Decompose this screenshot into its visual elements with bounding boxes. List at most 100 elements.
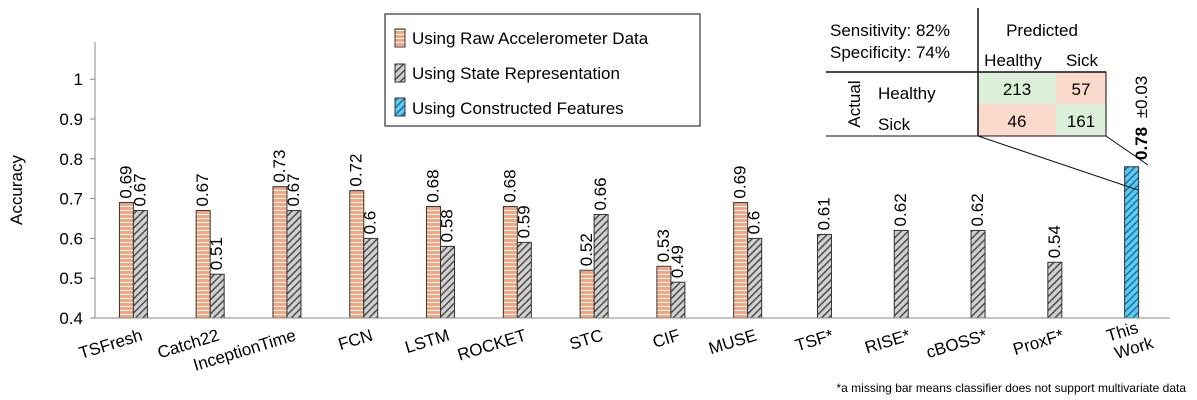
- legend-label-constructed: Using Constructed Features: [412, 99, 624, 118]
- data-label-state: 0.6: [745, 211, 764, 235]
- data-label-raw: 0.68: [500, 169, 519, 202]
- data-label-state: 0.66: [591, 177, 610, 210]
- data-label-raw: 0.67: [193, 173, 212, 206]
- category-label-group: CIF: [650, 326, 682, 352]
- cm-value-tp: 213: [1003, 80, 1031, 99]
- data-label-state: 0.62: [968, 193, 987, 226]
- x-tick-label: TSF*: [793, 326, 836, 356]
- category-label-group: LSTM: [403, 326, 452, 357]
- data-label-raw: 0.69: [116, 165, 135, 198]
- legend-label-state: Using State Representation: [412, 64, 620, 83]
- bar-state: [593, 214, 609, 319]
- data-label-state: 0.59: [514, 205, 533, 238]
- cm-callout-line-bottom: [977, 135, 1139, 191]
- cm-cell-tp: [978, 72, 1056, 104]
- data-label-state: 0.61: [814, 197, 833, 230]
- bar-raw: [579, 269, 595, 319]
- data-label-state: 0.51: [207, 237, 226, 270]
- y-tick-label: 0.6: [59, 229, 83, 248]
- data-label-state: 0.6: [361, 211, 380, 235]
- legend-box: [384, 13, 701, 127]
- category-label-group: RISE*: [863, 326, 913, 358]
- bar-state: [747, 237, 763, 319]
- data-label-raw: 0.72: [347, 154, 366, 187]
- bar-state: [670, 281, 686, 319]
- x-tick-label: cBOSS*: [924, 326, 990, 363]
- x-tick-label: ThisWork: [1104, 315, 1156, 364]
- y-tick-label: 0.4: [59, 309, 83, 328]
- y-tick-label: 0.5: [59, 269, 83, 288]
- bar-state: [970, 229, 986, 319]
- data-label-state: 0.62: [891, 193, 910, 226]
- cm-value-fn: 57: [1072, 80, 1091, 99]
- category-label-group: ROCKET: [455, 326, 528, 365]
- bar-state: [516, 241, 532, 319]
- x-tick-label: TSFresh: [77, 326, 145, 363]
- category-label-group: STC: [567, 326, 605, 354]
- cm-cell-fp: [978, 104, 1056, 136]
- col-label-healthy: Healthy: [984, 51, 1042, 70]
- cm-outline: [977, 71, 1107, 137]
- cm-value-fp: 46: [1008, 112, 1027, 131]
- data-label-raw: 0.73: [270, 150, 289, 183]
- x-tick-label: CIF: [650, 326, 682, 352]
- category-label-group: FCN: [336, 326, 375, 354]
- x-tick-label: STC: [567, 326, 605, 354]
- bar-state: [816, 233, 832, 319]
- x-tick-label: LSTM: [403, 326, 452, 357]
- y-tick-label: 0.7: [59, 190, 83, 209]
- x-tick-label: ROCKET: [455, 326, 528, 365]
- data-label-state: 0.67: [130, 173, 149, 206]
- category-label-group: TSF*: [793, 326, 836, 356]
- specificity-text: Specificity: 74%: [830, 43, 950, 62]
- data-label-state: 0.67: [284, 173, 303, 206]
- bar-state: [286, 210, 302, 319]
- bar-state: [209, 273, 225, 319]
- legend-label-raw: Using Raw Accelerometer Data: [412, 29, 649, 48]
- x-tick-label: MUSE: [706, 326, 759, 359]
- y-tick-label: 0.8: [59, 150, 83, 169]
- confusion-matrix: Sensitivity: 82% Specificity: 74% Predic…: [826, 8, 1149, 191]
- data-label-raw: 0.69: [731, 165, 750, 198]
- x-tick-label: FCN: [336, 326, 375, 354]
- cm-cell-tn: [1056, 104, 1106, 136]
- data-label-state: 0.58: [438, 209, 457, 242]
- bar-state: [132, 210, 148, 319]
- data-label-raw: 0.52: [577, 233, 596, 266]
- this-work-error: ±0.03: [1132, 76, 1151, 118]
- sensitivity-text: Sensitivity: 82%: [830, 21, 950, 40]
- this-work-value-label: 0.78 ±0.03: [1132, 76, 1151, 160]
- cm-value-tn: 161: [1067, 112, 1095, 131]
- cm-callout-line-top: [1105, 135, 1149, 166]
- y-axis-label: Accuracy: [7, 155, 26, 225]
- y-tick-label: 1: [74, 70, 83, 89]
- bar-state: [440, 245, 456, 319]
- this-work-value: 0.78: [1132, 127, 1151, 160]
- category-label-group: MUSE: [706, 326, 759, 359]
- legend: Using Raw Accelerometer Data Using State…: [384, 13, 701, 127]
- row-label-sick: Sick: [878, 115, 911, 134]
- x-tick-label: RISE*: [863, 326, 913, 358]
- y-tick-label: 0.9: [59, 110, 83, 129]
- data-label-raw: 0.53: [654, 229, 673, 262]
- bar-raw: [349, 190, 365, 319]
- category-label-group: TSFresh: [77, 326, 145, 363]
- category-label-group: ThisWork: [1104, 315, 1156, 364]
- data-label-raw: 0.68: [424, 169, 443, 202]
- legend-swatch-state: [394, 63, 406, 83]
- bar-state: [893, 229, 909, 319]
- row-label-healthy: Healthy: [878, 84, 936, 103]
- legend-swatch-raw: [394, 28, 406, 48]
- category-label-group: ProxF*: [1011, 326, 1067, 359]
- data-label-state: 0.54: [1045, 225, 1064, 258]
- x-tick-label: ProxF*: [1011, 326, 1067, 359]
- bar-raw: [118, 202, 134, 319]
- legend-swatch-constructed: [394, 97, 406, 117]
- bar-state: [363, 237, 379, 319]
- data-label-state: 0.49: [668, 245, 687, 278]
- actual-label: Actual: [845, 80, 864, 127]
- footnote: *a missing bar means classifier does not…: [837, 381, 1187, 395]
- cm-cell-fn: [1056, 72, 1106, 104]
- category-label-group: cBOSS*: [924, 326, 990, 363]
